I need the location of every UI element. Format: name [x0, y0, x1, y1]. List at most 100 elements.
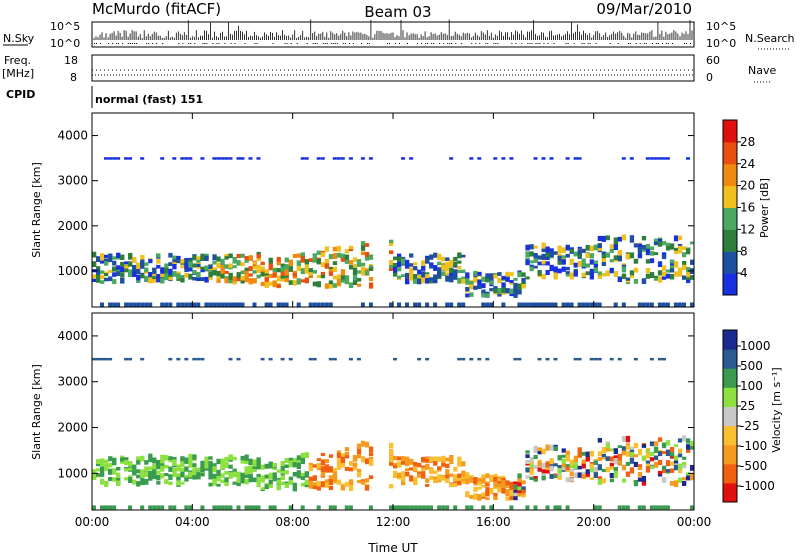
- data-cell: [260, 266, 265, 271]
- data-cell: [541, 469, 546, 474]
- data-cell: [108, 357, 113, 361]
- data-cell: [445, 474, 450, 479]
- data-cell: [136, 262, 141, 269]
- data-cell: [136, 460, 141, 465]
- data-cell: [172, 456, 177, 462]
- data-cell: [100, 505, 104, 510]
- nsearch-dot: [230, 43, 232, 44]
- data-cell: [589, 273, 594, 280]
- data-cell: [509, 289, 514, 294]
- data-cell: [405, 456, 410, 463]
- data-cell: [425, 257, 430, 264]
- data-cell: [248, 473, 253, 480]
- data-cell: [601, 251, 606, 257]
- data-cell: [545, 505, 550, 510]
- data-cell: [224, 456, 229, 462]
- data-cell: [649, 246, 655, 251]
- data-cell: [637, 243, 643, 248]
- data-cell: [176, 273, 181, 280]
- data-cell: [682, 264, 687, 270]
- data-cell: [393, 266, 398, 273]
- colorbar-swatch: [723, 463, 737, 484]
- data-cell: [92, 473, 97, 478]
- data-cell: [100, 466, 105, 472]
- data-cell: [232, 259, 237, 264]
- data-cell: [160, 454, 165, 460]
- data-cell: [224, 302, 229, 307]
- data-cell: [264, 463, 269, 469]
- data-cell: [641, 505, 646, 510]
- nsearch-dot: [156, 43, 158, 44]
- data-cell: [308, 483, 313, 489]
- data-cell: [589, 477, 594, 481]
- data-cell: [613, 458, 618, 465]
- data-cell: [653, 446, 659, 453]
- data-cell: [312, 281, 317, 287]
- data-cell: [389, 462, 394, 466]
- data-cell: [188, 265, 193, 272]
- data-cell: [485, 291, 490, 295]
- data-cell: [597, 451, 602, 457]
- data-cell: [220, 157, 225, 160]
- data-cell: [525, 259, 530, 266]
- nsearch-dot: [657, 43, 659, 44]
- data-cell: [609, 462, 614, 467]
- data-cell: [292, 458, 297, 463]
- data-cell: [389, 302, 393, 307]
- data-cell: [581, 463, 586, 469]
- data-cell: [316, 505, 321, 510]
- data-cell: [232, 471, 237, 478]
- data-cell: [625, 461, 631, 466]
- data-cell: [224, 481, 229, 487]
- data-cell: [232, 481, 237, 485]
- data-cell: [96, 459, 101, 464]
- data-cell: [449, 262, 454, 268]
- x-tick-label: 16:00: [476, 515, 511, 529]
- data-cell: [581, 248, 586, 253]
- data-cell: [252, 265, 257, 270]
- data-cell: [268, 484, 273, 488]
- data-cell: [649, 157, 654, 160]
- data-cell: [525, 459, 530, 464]
- data-cell: [216, 278, 221, 283]
- data-cell: [545, 270, 550, 275]
- colorbar-swatch: [723, 120, 737, 143]
- data-cell: [100, 471, 105, 477]
- data-cell: [144, 471, 149, 475]
- data-cell: [260, 357, 265, 361]
- data-cell: [617, 236, 622, 242]
- data-cell: [409, 263, 414, 267]
- data-cell: [252, 505, 257, 510]
- data-cell: [489, 280, 494, 285]
- data-cell: [264, 302, 269, 307]
- data-cell: [537, 270, 542, 276]
- data-cell: [296, 462, 301, 469]
- data-cell: [308, 476, 313, 481]
- data-cell: [601, 454, 606, 458]
- data-cell: [529, 251, 534, 257]
- data-cell: [541, 462, 546, 469]
- data-cell: [168, 475, 173, 480]
- data-cell: [100, 280, 105, 284]
- data-cell: [360, 440, 366, 447]
- data-cell: [525, 475, 530, 479]
- data-cell: [220, 458, 225, 464]
- data-cell: [477, 272, 482, 276]
- data-cell: [505, 484, 510, 488]
- data-cell: [397, 505, 401, 510]
- data-cell: [645, 449, 651, 454]
- data-cell: [481, 476, 486, 482]
- data-cell: [682, 252, 687, 258]
- data-cell: [686, 438, 691, 444]
- data-cell: [144, 267, 149, 273]
- data-cell: [686, 447, 691, 453]
- data-cell: [537, 261, 542, 266]
- data-cell: [421, 505, 426, 510]
- data-cell: [344, 249, 350, 254]
- data-cell: [641, 455, 647, 461]
- data-cell: [445, 469, 450, 476]
- data-cell: [485, 273, 490, 280]
- data-cell: [453, 505, 458, 510]
